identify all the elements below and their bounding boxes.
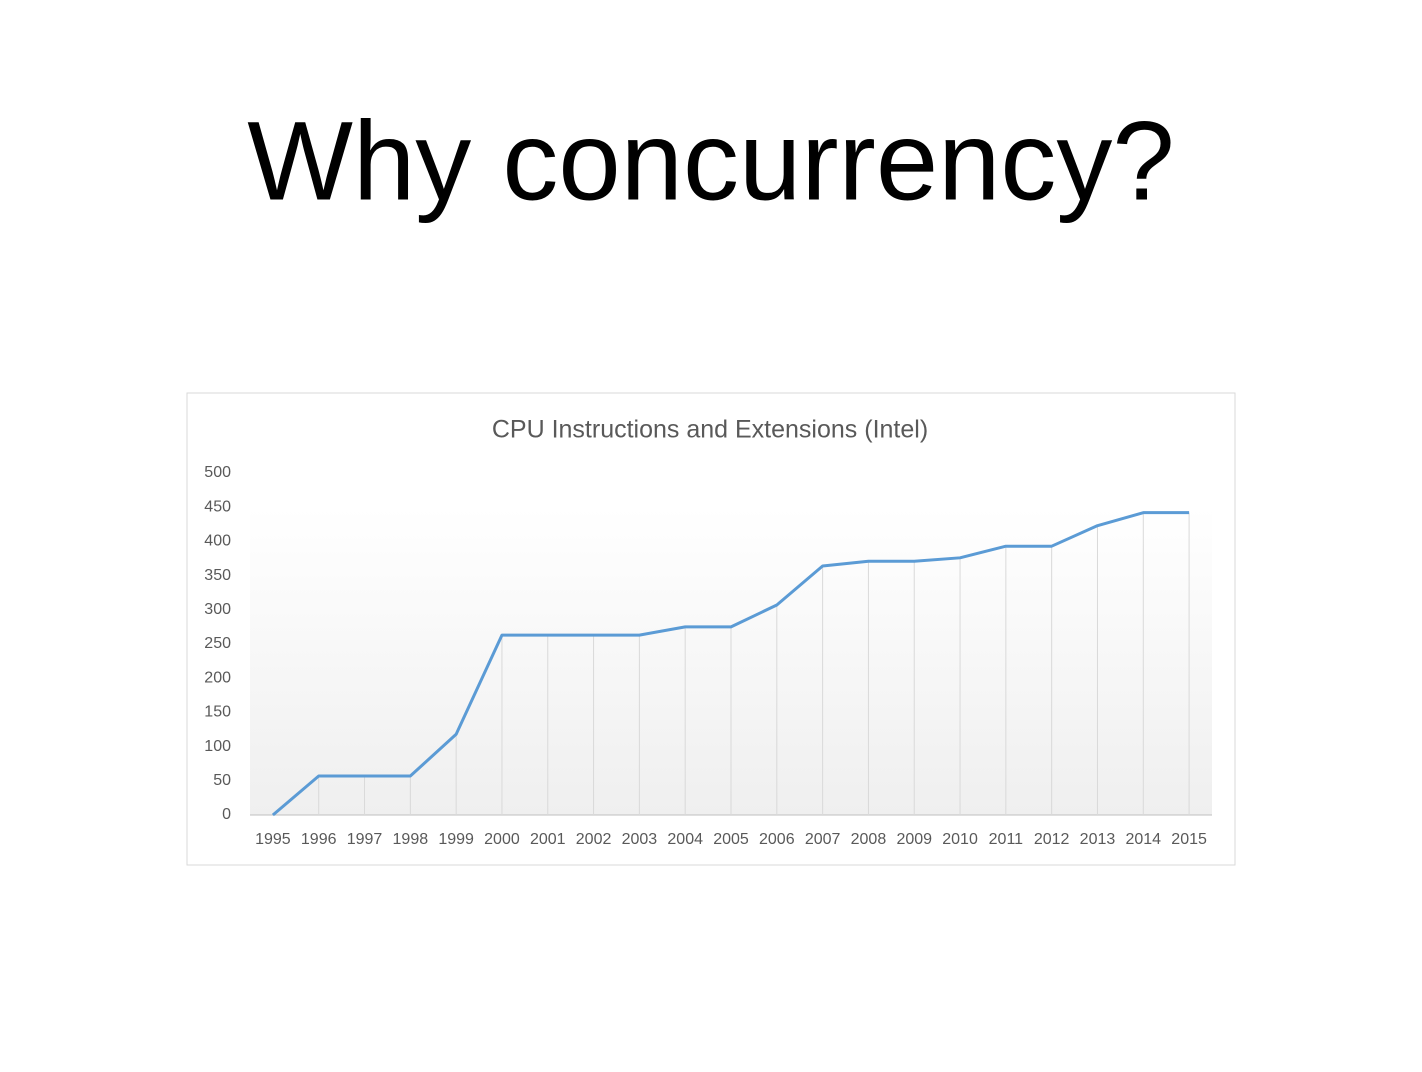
y-tick-label: 450 (204, 498, 231, 515)
y-tick-label: 300 (204, 601, 231, 618)
x-tick-label: 2004 (667, 831, 703, 848)
y-tick-label: 400 (204, 533, 231, 550)
slide-title: Why concurrency? (247, 99, 1174, 224)
x-tick-label: 2010 (942, 831, 978, 848)
x-tick-label: 1998 (393, 831, 429, 848)
x-tick-label: 1995 (255, 831, 291, 848)
x-tick-label: 1996 (301, 831, 337, 848)
x-tick-label: 2007 (805, 831, 841, 848)
x-tick-label: 2006 (759, 831, 795, 848)
x-tick-label: 2012 (1034, 831, 1070, 848)
x-tick-label: 2013 (1080, 831, 1116, 848)
y-tick-label: 200 (204, 669, 231, 686)
y-tick-label: 50 (213, 772, 231, 789)
x-tick-label: 2001 (530, 831, 566, 848)
x-tick-label: 2000 (484, 831, 520, 848)
x-tick-label: 1997 (347, 831, 383, 848)
x-tick-label: 2002 (576, 831, 612, 848)
y-tick-label: 350 (204, 567, 231, 584)
x-tick-label: 2005 (713, 831, 749, 848)
data-line (271, 511, 1190, 817)
y-tick-label: 250 (204, 635, 231, 652)
chart-title: CPU Instructions and Extensions (Intel) (492, 416, 928, 444)
x-tick-label: 2014 (1125, 831, 1161, 848)
x-tick-label: 2008 (851, 831, 887, 848)
y-tick-label: 100 (204, 738, 231, 755)
x-tick-label: 2011 (989, 831, 1024, 848)
x-tick-label: 2003 (622, 831, 658, 848)
x-tick-label: 2015 (1171, 831, 1207, 848)
y-tick-label: 500 (204, 464, 231, 481)
x-tick-label: 2009 (896, 831, 932, 848)
y-tick-label: 150 (204, 704, 231, 721)
y-tick-label: 0 (222, 806, 231, 823)
x-tick-label: 1999 (438, 831, 474, 848)
